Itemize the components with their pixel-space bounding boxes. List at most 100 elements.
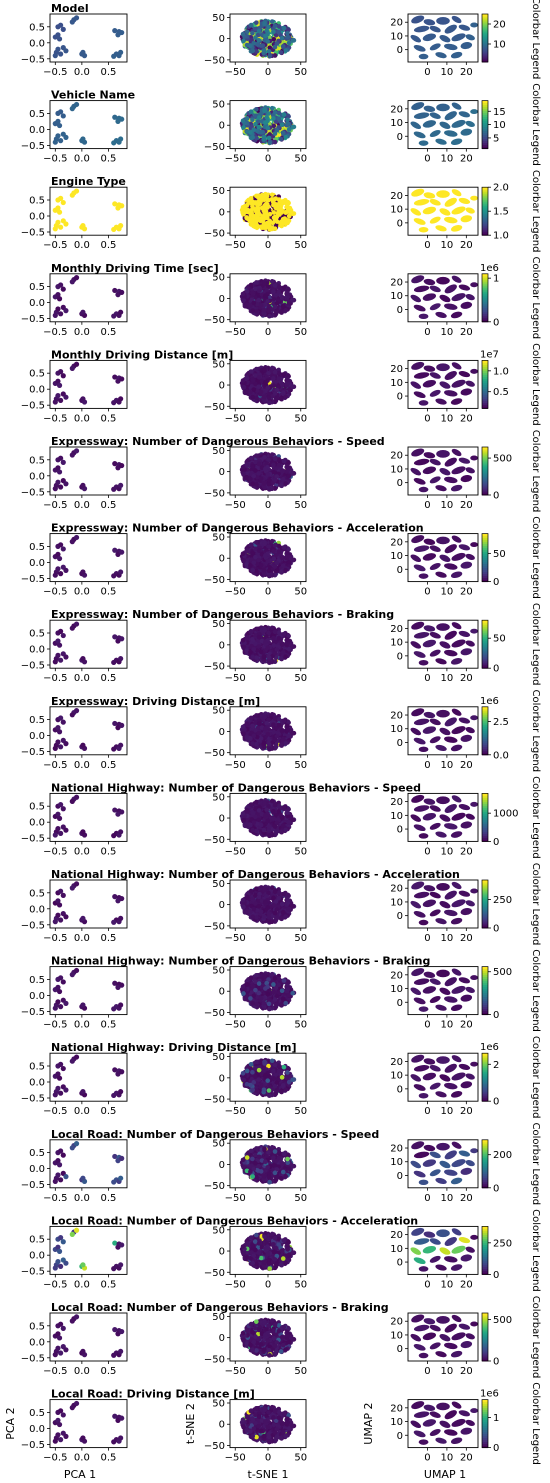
tsne-point [256,471,262,476]
umap-point [458,371,471,378]
umap-point [410,727,422,736]
umap-point [444,649,458,657]
y-tick-label: 50 [212,99,225,110]
y-tick-label: −50 [204,229,225,240]
tsne-point [250,134,256,140]
umap-point [451,33,466,42]
pca-point [63,221,69,227]
x-tick-label: 0 [265,673,271,684]
pca-point [63,654,69,660]
tsne-point [248,216,253,222]
pca-point [118,136,124,142]
tsne-point [248,196,254,201]
axes-frame [49,13,128,63]
pca-point [55,46,61,52]
tsne-point [271,375,276,381]
colorbar-tick-label: 0 [493,317,499,328]
row-8: Expressway: Number of Dangerous Behavior… [21,603,541,686]
tsne-point [254,308,259,314]
tsne-point [250,723,255,729]
x-tick-label: 0 [265,760,271,771]
pca-point [80,223,86,229]
colorbar-offset: 1e6 [480,696,499,707]
colorbar-tick-label: 1.5 [493,207,509,218]
tsne-point [250,290,255,296]
pca-point [80,136,86,142]
tsne-point [258,129,264,135]
colorbar-label: Colorbar Legend [530,0,541,79]
pca-point [56,642,63,648]
x-tick-label: 0.5 [100,500,116,511]
pca-point [111,659,117,666]
tsne-point [285,117,290,123]
tsne-point [256,201,262,207]
colorbar-segment [482,136,488,140]
umap-point [458,457,471,464]
colorbar-segment [482,102,488,106]
umap-point [460,388,473,396]
y-tick-label: 0.0 [29,471,45,482]
x-tick-label: 0.0 [74,67,90,78]
tsne-point [271,29,276,35]
umap-point [413,304,426,312]
y-tick-label: 10 [390,205,403,216]
umap-point [422,206,437,215]
tsne-point [244,116,250,121]
y-tick-label: −0.5 [21,314,45,325]
umap-point [413,632,430,639]
tsne-point [256,644,262,649]
pca-point [58,22,64,28]
tsne-point [267,53,273,59]
colorbar-segment [482,36,488,39]
colorbar-segment [482,126,488,130]
umap-point [465,294,475,301]
tsne-point [263,293,268,299]
y-tick-label: −0.5 [21,487,45,498]
tsne-point [290,384,295,390]
x-tick-label: −50 [225,673,246,684]
tsne-point [263,726,268,732]
umap-point [418,226,429,233]
colorbar-label: Colorbar Legend [530,256,541,339]
tsne-point [285,121,291,126]
umap-point [429,389,441,397]
tsne-point [250,117,255,122]
umap-point [436,190,450,198]
umap-point [435,744,447,751]
y-tick-label: −50 [204,315,225,326]
y-tick-label: −50 [204,488,225,499]
umap-point [450,484,463,492]
y-tick-label: 0 [397,218,403,229]
umap-point [423,19,436,26]
umap-point [423,538,436,545]
tsne-point [281,631,287,637]
row-5: Monthly Driving Distance [m]−0.5 0.0 0.5−0… [21,343,541,426]
umap-point [450,138,463,146]
umap-point [436,363,450,372]
tsne-point [276,376,282,381]
x-tick-label: −50 [225,240,246,251]
umap-point [413,718,430,726]
y-tick-label: 10 [390,291,403,302]
pca-point [73,708,80,714]
y-tick-label: 0 [219,381,225,392]
tsne-point [272,283,278,288]
umap-point [413,545,430,552]
pca-point [118,482,124,488]
x-tick-label: 50 [294,154,307,165]
umap-point [423,365,436,372]
x-tick-label: 20 [460,327,473,338]
colorbar-segment [482,14,488,17]
tsne-point [261,48,267,53]
tsne-point [256,28,262,34]
umap-point [465,120,475,127]
pca-point [58,830,64,837]
x-tick-label: −50 [225,500,246,511]
y-tick-label: 50 [212,186,225,197]
